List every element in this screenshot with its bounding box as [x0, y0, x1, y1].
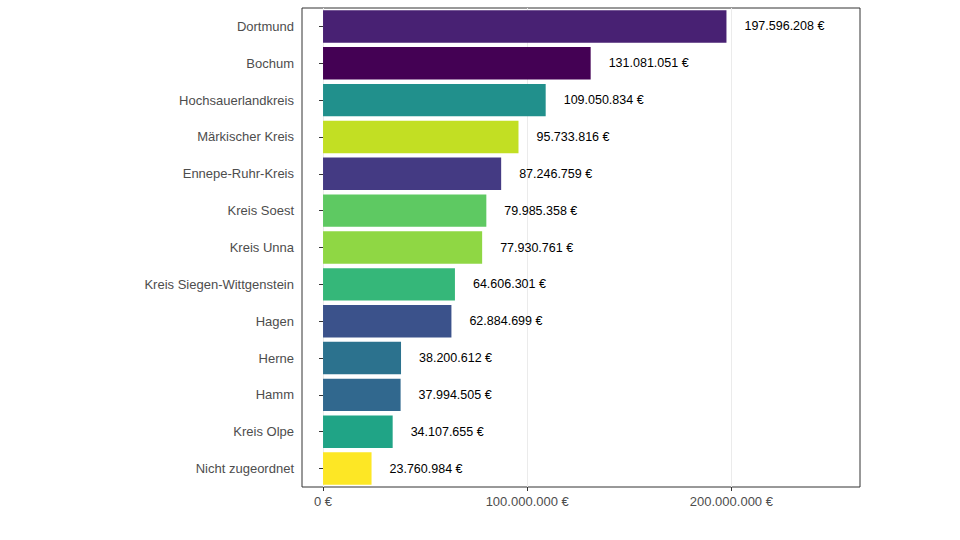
svg-text:200.000.000 €: 200.000.000 € — [690, 494, 774, 509]
svg-text:Kreis Unna: Kreis Unna — [230, 240, 295, 255]
svg-text:Kreis Olpe: Kreis Olpe — [233, 424, 294, 439]
svg-text:Bochum: Bochum — [246, 56, 294, 71]
svg-text:Kreis Siegen-Wittgenstein: Kreis Siegen-Wittgenstein — [144, 277, 294, 292]
svg-text:Dortmund: Dortmund — [237, 19, 294, 34]
svg-text:Hamm: Hamm — [256, 387, 294, 402]
svg-text:100.000.000 €: 100.000.000 € — [486, 494, 570, 509]
svg-text:87.246.759 €: 87.246.759 € — [519, 167, 592, 181]
svg-text:77.930.761 €: 77.930.761 € — [500, 241, 573, 255]
svg-text:131.081.051 €: 131.081.051 € — [609, 56, 689, 70]
svg-text:109.050.834 €: 109.050.834 € — [564, 93, 644, 107]
svg-text:Herne: Herne — [259, 351, 294, 366]
svg-text:Märkischer Kreis: Märkischer Kreis — [197, 129, 294, 144]
svg-text:Nicht zugeordnet: Nicht zugeordnet — [196, 461, 295, 476]
svg-text:Ennepe-Ruhr-Kreis: Ennepe-Ruhr-Kreis — [183, 166, 295, 181]
svg-text:0 €: 0 € — [314, 494, 333, 509]
svg-text:Hagen: Hagen — [256, 314, 294, 329]
svg-text:38.200.612 €: 38.200.612 € — [419, 351, 492, 365]
svg-text:95.733.816 €: 95.733.816 € — [536, 130, 609, 144]
svg-text:197.596.208 €: 197.596.208 € — [744, 19, 824, 33]
svg-text:37.994.505 €: 37.994.505 € — [419, 388, 492, 402]
svg-text:23.760.984 €: 23.760.984 € — [390, 462, 463, 476]
svg-text:64.606.301 €: 64.606.301 € — [473, 277, 546, 291]
svg-text:79.985.358 €: 79.985.358 € — [504, 204, 577, 218]
svg-text:34.107.655 €: 34.107.655 € — [411, 425, 484, 439]
svg-text:62.884.699 €: 62.884.699 € — [469, 314, 542, 328]
svg-text:Kreis Soest: Kreis Soest — [228, 203, 295, 218]
svg-text:Hochsauerlandkreis: Hochsauerlandkreis — [179, 93, 294, 108]
